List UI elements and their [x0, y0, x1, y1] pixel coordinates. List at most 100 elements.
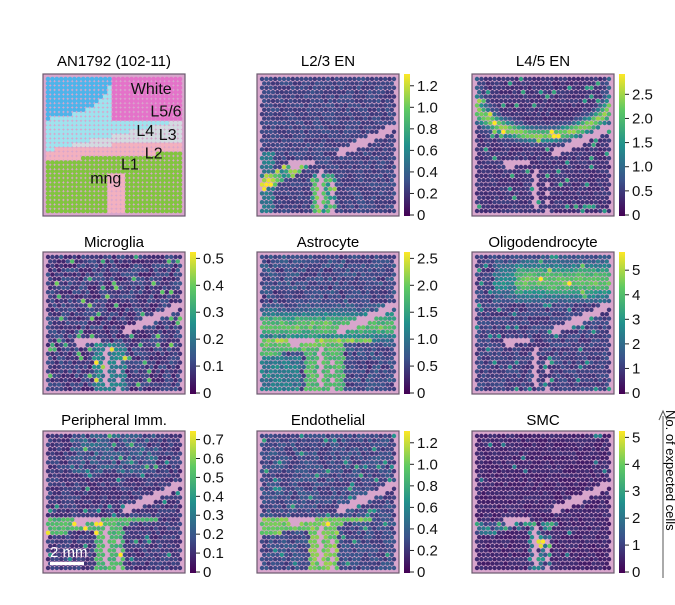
spot [107, 199, 112, 205]
spot [94, 290, 99, 295]
spot [155, 351, 161, 356]
spot [124, 191, 130, 196]
spot [562, 173, 568, 178]
spot [87, 294, 93, 299]
spot [503, 303, 508, 308]
spot [385, 195, 390, 200]
spot [328, 134, 333, 139]
spot [103, 281, 108, 286]
spot [529, 195, 535, 200]
spot [284, 116, 289, 121]
spot [288, 142, 293, 148]
spot [323, 312, 328, 317]
spot [138, 204, 143, 209]
spot [153, 338, 158, 343]
spot [59, 334, 64, 339]
spot [286, 254, 291, 260]
spot [89, 120, 95, 126]
spot [275, 169, 280, 174]
spot [358, 312, 364, 317]
spot [303, 290, 309, 295]
spot [70, 294, 75, 299]
spot-grid [259, 254, 397, 392]
spot [312, 182, 317, 187]
spot [334, 378, 339, 383]
spot [107, 307, 112, 312]
spot [175, 364, 180, 370]
spot [598, 208, 603, 214]
spot [111, 199, 117, 205]
spot [485, 142, 491, 148]
spot [499, 107, 504, 113]
spot [483, 103, 488, 108]
spot [133, 155, 139, 161]
spot [582, 268, 587, 273]
spot [339, 298, 344, 304]
spot [312, 120, 317, 126]
spot [569, 116, 574, 121]
spot [116, 325, 121, 330]
spot [356, 191, 361, 196]
spot [59, 272, 64, 277]
spot [558, 208, 563, 214]
spot [325, 342, 331, 348]
spot [277, 208, 282, 214]
spot [299, 94, 304, 99]
spot [275, 186, 280, 192]
spot [378, 378, 383, 383]
colorbar-tick-label: 0.8 [417, 121, 438, 138]
spot [131, 285, 136, 290]
spot [521, 107, 526, 113]
spot [350, 195, 355, 200]
spot [72, 325, 77, 330]
spot [532, 263, 537, 268]
spot [129, 204, 134, 209]
spot [299, 164, 304, 170]
spot [138, 263, 143, 268]
spot [48, 364, 53, 370]
colorbar-tick-label: 0.5 [203, 250, 224, 267]
spot [339, 182, 344, 187]
spot [369, 112, 375, 117]
spot [45, 107, 51, 113]
spot [312, 254, 317, 260]
spot [85, 155, 90, 161]
spot [576, 129, 581, 134]
spot [262, 338, 267, 343]
spot [116, 191, 121, 196]
spot [89, 125, 95, 130]
spot [102, 155, 108, 161]
spot [175, 312, 180, 317]
spot [72, 316, 77, 321]
spot [534, 125, 539, 130]
spot [477, 268, 482, 273]
spot [347, 173, 353, 178]
spot [604, 134, 609, 139]
spot [512, 142, 517, 148]
spot [560, 125, 565, 130]
spot [569, 259, 574, 264]
spot [595, 90, 601, 95]
spot [383, 156, 388, 161]
spot [124, 208, 130, 214]
spot [107, 334, 112, 339]
spot [50, 120, 55, 126]
spot [138, 133, 143, 139]
spot [562, 254, 568, 260]
spot [521, 125, 526, 130]
spot [536, 290, 541, 295]
spot [50, 116, 55, 121]
spot [144, 285, 150, 290]
spot [100, 312, 106, 317]
spot [507, 151, 513, 156]
spot [380, 98, 386, 104]
spot [162, 356, 167, 361]
spot [584, 94, 590, 99]
spot [332, 329, 337, 334]
spot [598, 156, 603, 161]
spot [127, 364, 132, 370]
spot [50, 254, 55, 260]
spot [494, 268, 499, 273]
spot [578, 90, 583, 95]
spot [102, 177, 108, 183]
